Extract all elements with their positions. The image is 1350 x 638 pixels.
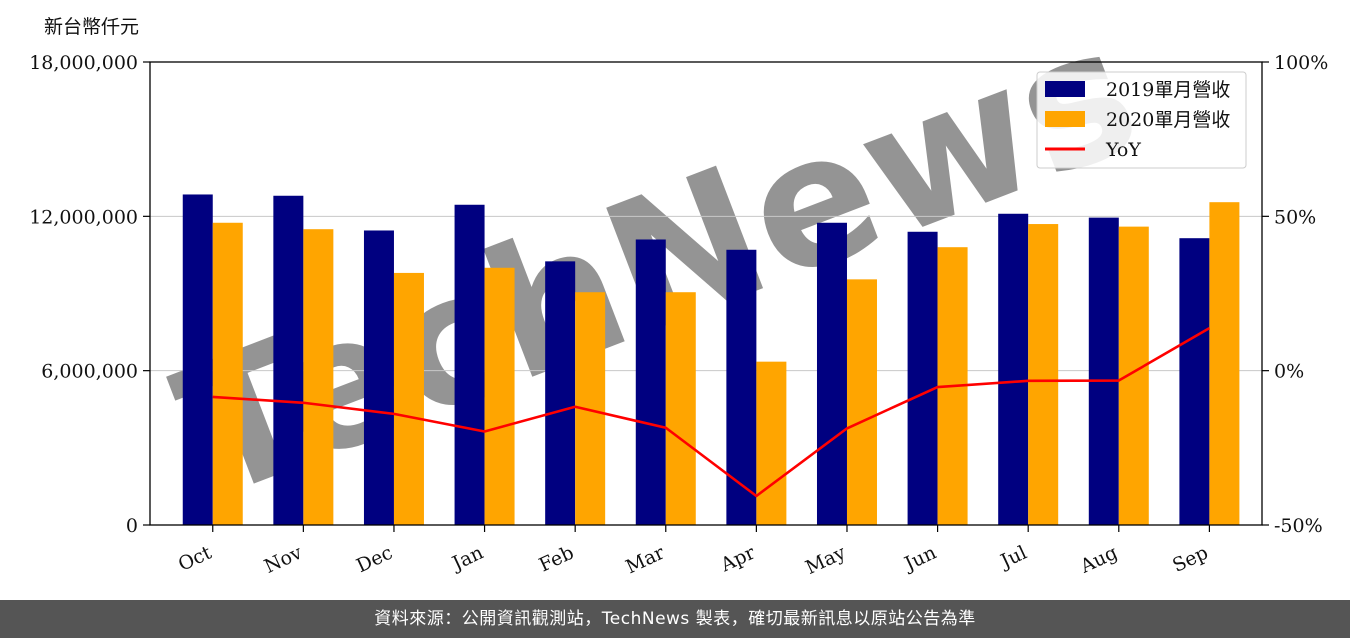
bar-2019-dec xyxy=(363,230,394,525)
y-right-tick-label: -50% xyxy=(1274,515,1323,537)
bar-2020-may xyxy=(846,279,877,525)
bar-2020-jul xyxy=(1028,224,1059,526)
source-footer: 資料來源：公開資訊觀測站，TechNews 製表，確切最新訊息以原站公告為準 xyxy=(0,600,1350,638)
x-tick-label-may: May xyxy=(802,541,849,579)
bar-2019-may xyxy=(816,222,847,525)
bar-2020-mar xyxy=(665,292,696,525)
legend-label: 2019單月營收 xyxy=(1106,79,1230,101)
bar-2020-aug xyxy=(1118,226,1149,525)
bar-2020-sep xyxy=(1209,202,1240,526)
x-tick-label-jul: Jul xyxy=(996,542,1031,574)
bar-2019-sep xyxy=(1179,238,1210,526)
legend-swatch xyxy=(1045,81,1085,97)
bar-2019-oct xyxy=(182,194,213,525)
legend-swatch xyxy=(1045,111,1085,127)
x-tick-label-aug: Aug xyxy=(1076,542,1121,578)
y-left-tick-label: 6,000,000 xyxy=(41,361,138,383)
x-tick-label-dec: Dec xyxy=(353,542,396,578)
x-tick-label-nov: Nov xyxy=(261,541,306,577)
bar-2019-mar xyxy=(635,239,666,525)
bar-2019-apr xyxy=(726,249,757,525)
bar-2019-feb xyxy=(545,261,576,525)
bar-2019-jan xyxy=(454,204,485,525)
bar-2020-oct xyxy=(212,222,243,525)
legend-box xyxy=(1036,71,1247,169)
y-left-tick-label: 12,000,000 xyxy=(29,206,138,228)
plot-frame xyxy=(149,61,1263,526)
y-left-tick-label: 18,000,000 xyxy=(29,52,138,74)
x-tick-label-sep: Sep xyxy=(1169,542,1211,577)
y-right-tick-label: 50% xyxy=(1274,206,1316,228)
y-right-tick-label: 0% xyxy=(1274,361,1304,383)
bars xyxy=(182,194,1240,526)
x-tick-label-apr: Apr xyxy=(717,541,760,577)
x-tick-label-feb: Feb xyxy=(536,542,578,577)
legend-label: YoY xyxy=(1105,139,1141,161)
legend-label: 2020單月營收 xyxy=(1106,109,1230,131)
bar-2020-nov xyxy=(303,229,334,525)
bar-2020-jan xyxy=(484,267,515,525)
x-tick-label-jan: Jan xyxy=(447,542,486,576)
bar-2019-jun xyxy=(907,231,938,525)
x-tick-label-oct: Oct xyxy=(175,541,215,575)
bar-2019-nov xyxy=(273,195,304,525)
yoy-line-layer xyxy=(212,326,1211,498)
unit-label: 新台幣仟元 xyxy=(44,16,139,38)
gridlines xyxy=(150,215,1262,372)
x-tick-label-mar: Mar xyxy=(622,541,668,578)
y-left-tick-label: 0 xyxy=(126,515,138,537)
x-tick-label-jun: Jun xyxy=(900,542,940,576)
chart: TechNews 06,000,00012,000,00018,000,000-… xyxy=(29,0,1328,579)
bar-2019-jul xyxy=(998,213,1029,525)
bar-2019-aug xyxy=(1088,217,1119,525)
bar-2020-dec xyxy=(393,272,424,525)
bar-2020-apr xyxy=(756,361,787,525)
y-right-tick-label: 100% xyxy=(1274,52,1328,74)
yoy-line xyxy=(212,326,1211,498)
legend: 2019單月營收 2020單月營收 YoY xyxy=(1036,71,1247,169)
